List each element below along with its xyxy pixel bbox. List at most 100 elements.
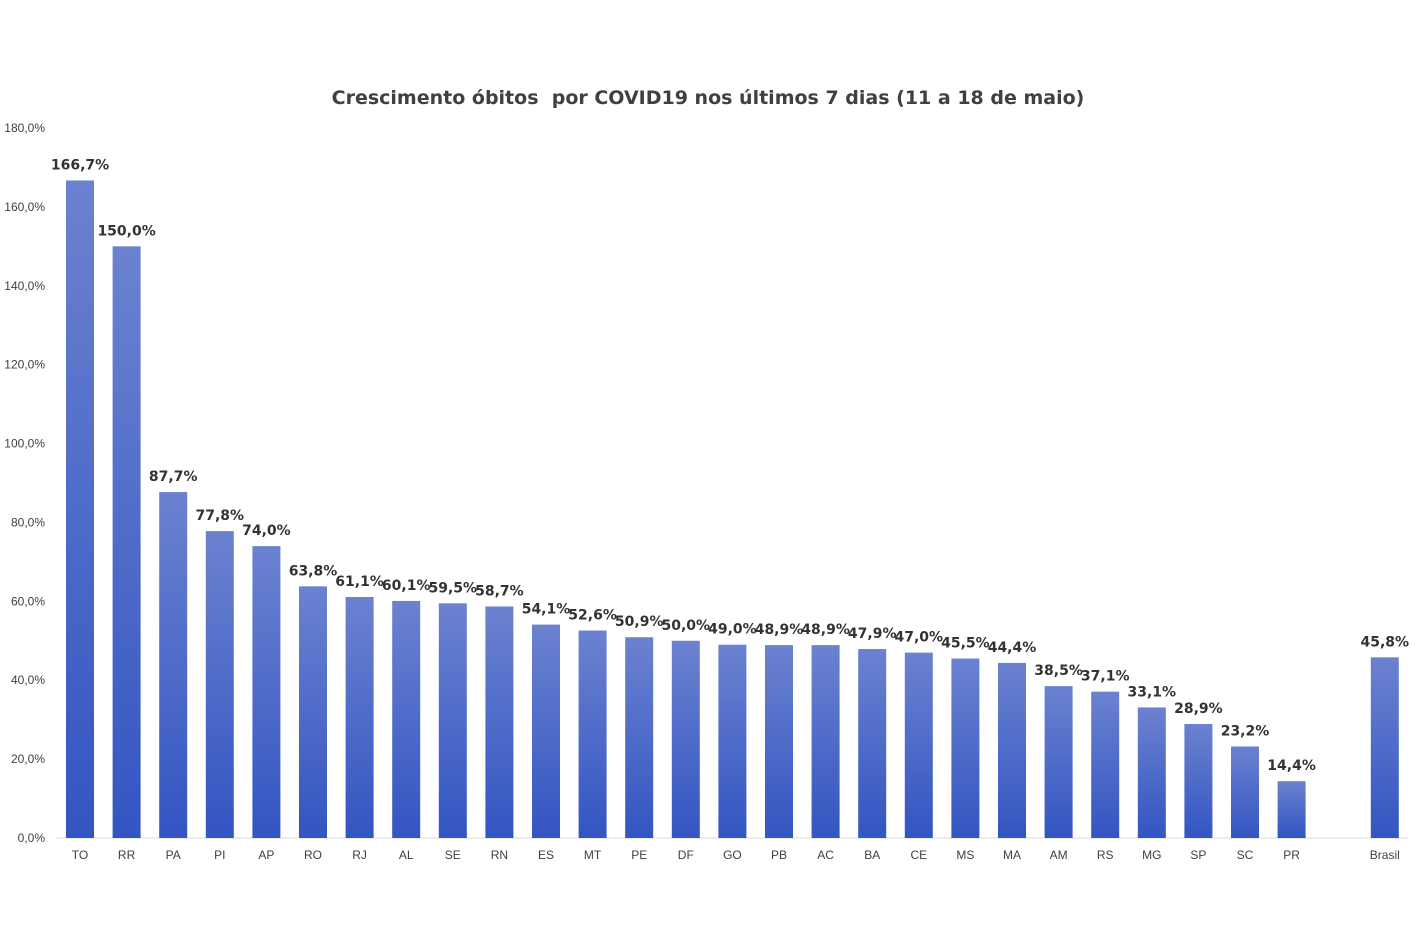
bar xyxy=(1137,707,1166,838)
data-label: 150,0% xyxy=(97,223,155,239)
bar xyxy=(159,492,188,838)
bar xyxy=(112,246,141,839)
x-tick-label: PB xyxy=(771,848,787,862)
bar xyxy=(1091,691,1120,838)
bar xyxy=(252,546,281,838)
data-label: 44,4% xyxy=(988,640,1037,656)
data-label: 45,8% xyxy=(1361,634,1410,650)
data-label: 50,9% xyxy=(615,614,664,630)
y-tick-label: 120,0% xyxy=(4,358,45,372)
x-tick-label: MS xyxy=(956,848,974,862)
x-tick-label: DF xyxy=(678,848,694,862)
x-tick-label: ES xyxy=(538,848,554,862)
y-tick-label: 100,0% xyxy=(4,437,45,451)
y-axis: 0,0% 20,0% 40,0% 60,0% 80,0% 100,0% 120,0% 140,… xyxy=(4,121,45,845)
bar xyxy=(718,644,747,838)
data-labels: 166,7% 150,0% 87,7% 77,8%74,0% 63,8%61,1%60,… xyxy=(51,157,1409,774)
x-tick-label: RS xyxy=(1097,848,1114,862)
y-tick-label: 180,0% xyxy=(4,121,45,135)
y-tick-label: 40,0% xyxy=(11,673,45,687)
bar xyxy=(485,606,514,838)
bar xyxy=(671,640,700,838)
x-tick-label: AM xyxy=(1050,848,1068,862)
bars xyxy=(66,180,1399,839)
data-label: 48,9% xyxy=(755,622,804,638)
data-label: 37,1% xyxy=(1081,669,1130,685)
data-label: 61,1% xyxy=(335,574,384,590)
data-label: 54,1% xyxy=(522,602,571,618)
data-label: 38,5% xyxy=(1034,663,1083,679)
x-tick-label: AC xyxy=(817,848,834,862)
x-tick-label: MT xyxy=(584,848,602,862)
bar xyxy=(578,630,607,838)
x-tick-label: BA xyxy=(864,848,880,862)
x-tick-label: PA xyxy=(166,848,181,862)
x-tick-label: TO xyxy=(72,848,88,862)
data-label: 60,1% xyxy=(382,578,431,594)
bar xyxy=(858,649,887,838)
x-tick-label: PI xyxy=(214,848,225,862)
bar xyxy=(998,662,1026,838)
bar xyxy=(1277,781,1306,838)
bar xyxy=(1044,686,1073,838)
data-label: 58,7% xyxy=(475,583,524,599)
data-label: 23,2% xyxy=(1221,723,1270,739)
x-tick-label: RN xyxy=(491,848,508,862)
bar xyxy=(299,586,327,838)
bar xyxy=(625,637,654,838)
data-label: 45,5% xyxy=(941,636,990,652)
y-tick-label: 140,0% xyxy=(4,279,45,293)
y-tick-label: 80,0% xyxy=(11,515,45,529)
data-label: 74,0% xyxy=(242,523,291,539)
data-label: 47,9% xyxy=(848,626,897,642)
bar xyxy=(1370,657,1399,838)
bar xyxy=(951,658,980,838)
x-tick-label: RO xyxy=(304,848,322,862)
data-label: 52,6% xyxy=(568,608,617,624)
x-tick-label: Brasil xyxy=(1370,848,1400,862)
bar xyxy=(1231,746,1259,838)
x-tick-label: RJ xyxy=(352,848,367,862)
bar xyxy=(66,180,94,838)
x-tick-label: PR xyxy=(1283,848,1300,862)
y-tick-label: 0,0% xyxy=(18,831,46,845)
x-axis: TO RR PA PI AP RO RJ AL SE RN ES MT PE DF GO PB AC BA CE MS… xyxy=(72,848,1400,862)
data-label: 87,7% xyxy=(149,469,198,485)
bar xyxy=(438,603,467,838)
x-tick-label: RR xyxy=(118,848,136,862)
data-label: 49,0% xyxy=(708,622,757,638)
chart-title: Crescimento óbitos por COVID19 nos últim… xyxy=(332,87,1085,109)
data-label: 33,1% xyxy=(1128,684,1177,700)
y-tick-label: 60,0% xyxy=(11,594,45,608)
y-tick-label: 20,0% xyxy=(11,752,45,766)
data-label: 59,5% xyxy=(429,580,478,596)
data-label: 63,8% xyxy=(289,563,338,579)
x-tick-label: MG xyxy=(1142,848,1161,862)
data-label: 50,0% xyxy=(662,618,711,634)
x-tick-label: AL xyxy=(399,848,414,862)
x-tick-label: AP xyxy=(258,848,274,862)
x-tick-label: GO xyxy=(723,848,742,862)
bar xyxy=(765,645,793,838)
bar xyxy=(345,596,374,838)
data-label: 77,8% xyxy=(196,508,245,524)
data-label: 166,7% xyxy=(51,157,109,173)
x-tick-label: CE xyxy=(910,848,927,862)
data-label: 48,9% xyxy=(801,622,850,638)
bar xyxy=(1184,724,1213,838)
x-tick-label: MA xyxy=(1003,848,1021,862)
y-tick-label: 160,0% xyxy=(4,200,45,214)
x-tick-label: SC xyxy=(1237,848,1254,862)
bar xyxy=(904,652,933,838)
bar xyxy=(811,645,840,838)
data-label: 14,4% xyxy=(1267,758,1316,774)
bar xyxy=(205,531,234,838)
bar xyxy=(392,600,421,838)
x-tick-label: PE xyxy=(631,848,647,862)
data-label: 28,9% xyxy=(1174,701,1223,717)
data-label: 47,0% xyxy=(895,630,944,646)
x-tick-label: SP xyxy=(1190,848,1206,862)
bar xyxy=(532,624,560,838)
x-tick-label: SE xyxy=(445,848,461,862)
